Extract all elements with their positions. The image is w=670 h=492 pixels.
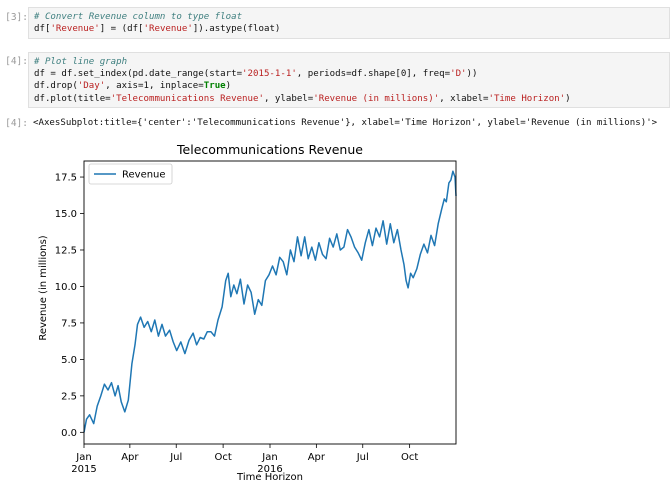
cell-prompt: [4]: bbox=[5, 56, 28, 67]
code-token: 'Revenue' bbox=[143, 24, 193, 35]
output-prompt: [4]: bbox=[5, 118, 28, 129]
x-tick-label: Oct bbox=[214, 452, 231, 463]
x-tick-label: Jul bbox=[356, 452, 369, 463]
chart-legend: Revenue bbox=[88, 163, 173, 185]
chart-x-label: Time Horizon bbox=[236, 472, 303, 483]
code-token: df.drop( bbox=[34, 81, 78, 92]
code-token: ]).astype(float) bbox=[192, 24, 281, 35]
code-line: # Plot line graph bbox=[34, 56, 665, 68]
code-line: df = df.set_index(pd.date_range(start='2… bbox=[34, 68, 665, 80]
output-repr: <AxesSubplot:title={'center':'Telecommun… bbox=[33, 118, 658, 128]
code-token: # Plot line graph bbox=[34, 57, 128, 67]
x-tick-label: Jan bbox=[75, 452, 91, 463]
code-token: '2015-1-1' bbox=[242, 69, 297, 80]
x-tick-label: Apr bbox=[121, 452, 139, 463]
y-tick-label: 5.0 bbox=[61, 355, 77, 366]
code-token: 'Telecommunications Revenue' bbox=[110, 93, 264, 104]
code-token: , xlabel= bbox=[439, 93, 489, 104]
code-token: 'D' bbox=[450, 69, 467, 80]
code-token: 'Day' bbox=[77, 81, 106, 92]
chart-y-label: Revenue (in millions) bbox=[38, 235, 49, 340]
code-token: df[ bbox=[34, 24, 51, 35]
code-token: ) bbox=[225, 81, 232, 92]
code-line: df.plot(title='Telecommunications Revenu… bbox=[34, 93, 665, 105]
code-token: , ylabel= bbox=[263, 93, 314, 104]
code-token: )) bbox=[466, 69, 478, 80]
x-tick-year-label: 2016 bbox=[257, 464, 282, 475]
code-token: , axis=1, inplace= bbox=[105, 81, 204, 92]
axes-frame bbox=[83, 160, 457, 445]
x-tick-label: Jan bbox=[261, 452, 277, 463]
x-tick-label: Apr bbox=[308, 452, 326, 463]
revenue-line-chart: Telecommunications Revenue Revenue (in m… bbox=[38, 142, 457, 483]
x-tick-year-label: 2015 bbox=[71, 464, 96, 475]
y-tick-label: 17.5 bbox=[55, 173, 77, 184]
code-token: ] = (df[ bbox=[99, 24, 144, 35]
y-tick-label: 15.0 bbox=[55, 209, 77, 220]
y-tick-label: 0.0 bbox=[61, 428, 77, 439]
y-tick-label: 7.5 bbox=[61, 318, 77, 329]
legend-label-revenue: Revenue bbox=[122, 170, 166, 181]
series-line-revenue bbox=[83, 170, 457, 433]
x-tick-label: Oct bbox=[401, 452, 418, 463]
code-line: # Convert Revenue column to type float bbox=[34, 11, 665, 23]
x-tick-label: Jul bbox=[169, 452, 182, 463]
legend-box bbox=[88, 163, 173, 185]
code-line: df['Revenue'] = (df['Revenue']).astype(f… bbox=[34, 23, 665, 35]
code-editor[interactable]: # Convert Revenue column to type float df… bbox=[28, 7, 670, 39]
y-tick-label: 2.5 bbox=[61, 391, 77, 402]
code-token: 'Time Horizon' bbox=[488, 93, 566, 104]
code-token: 'Revenue (in millions)' bbox=[313, 93, 440, 104]
code-token: True bbox=[203, 81, 226, 92]
code-token: 'Revenue' bbox=[50, 24, 100, 35]
code-token: df = df.set_index(pd.date_range(start= bbox=[34, 69, 243, 80]
code-token: # Convert Revenue column to type float bbox=[34, 12, 243, 22]
chart-title: Telecommunications Revenue bbox=[176, 142, 363, 157]
cell-prompt: [3]: bbox=[5, 12, 28, 23]
code-token: df.plot(title= bbox=[34, 93, 111, 104]
code-token: ) bbox=[565, 93, 571, 104]
y-tick-label: 12.5 bbox=[55, 245, 77, 256]
code-editor[interactable]: # Plot line graph df = df.set_index(pd.da… bbox=[28, 52, 670, 108]
y-tick-label: 10.0 bbox=[55, 282, 77, 293]
code-token: , periods=df.shape[0], freq= bbox=[296, 69, 451, 80]
code-line: df.drop('Day', axis=1, inplace=True) bbox=[34, 80, 665, 92]
